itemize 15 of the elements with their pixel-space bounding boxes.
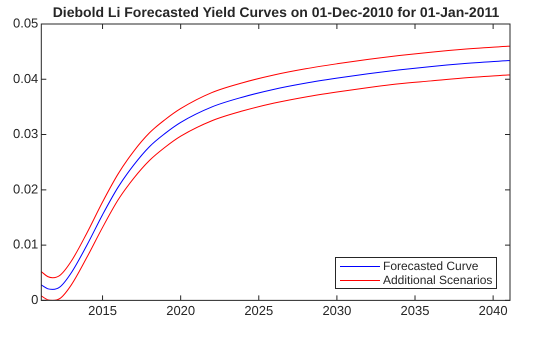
y-tick-label: 0.05 [12, 16, 38, 31]
x-tick-label: 2040 [478, 302, 508, 318]
chart-title: Diebold Li Forecasted Yield Curves on 01-Dec-2010 for 01-Jan-2011 [52, 4, 500, 20]
y-tick-label: 0.01 [12, 236, 38, 252]
x-tick-label: 2020 [166, 302, 196, 318]
y-tick-label: 0 [31, 292, 38, 307]
y-tick-label: 0.02 [12, 181, 38, 196]
x-tick-label: 2030 [322, 302, 352, 318]
x-tick-label: 2015 [88, 302, 118, 318]
y-tick-label: 0.03 [12, 126, 38, 142]
y-tick-label: 0.04 [12, 70, 38, 86]
x-tick-label: 2025 [244, 302, 274, 318]
legend-label: Additional Scenarios [383, 273, 492, 288]
x-tick-label: 2035 [400, 302, 430, 318]
legend-label: Forecasted Curve [383, 259, 478, 274]
